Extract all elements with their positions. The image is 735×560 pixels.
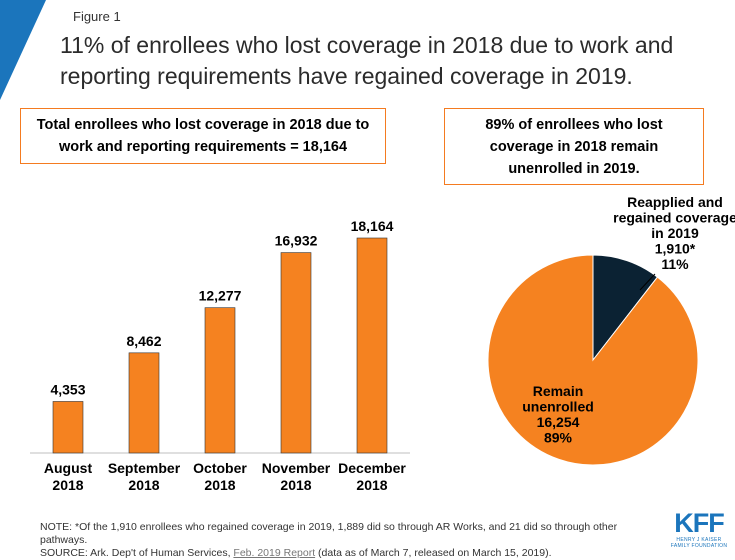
note-line: NOTE: *Of the 1,910 enrollees who regain… <box>40 521 618 546</box>
bar <box>204 307 236 454</box>
unenrolled-callout: 89% of enrollees who lost coverage in 20… <box>444 108 704 185</box>
bar-value-label: 8,462 <box>126 333 161 349</box>
bar-value-label: 4,353 <box>50 381 85 397</box>
x-tick-label: November <box>262 460 331 476</box>
bar <box>356 237 388 454</box>
source-suffix: (data as of March 7, released on March 1… <box>315 547 552 559</box>
corner-accent <box>0 0 46 100</box>
chart-title: 11% of enrollees who lost coverage in 20… <box>60 32 674 89</box>
x-tick-label: August <box>44 460 93 476</box>
logo-subtext-2: FAMILY FOUNDATION <box>670 543 728 549</box>
callout-left-line1: Total enrollees who lost coverage in 201… <box>36 117 370 133</box>
source-report-link[interactable]: Feb. 2019 Report <box>233 547 316 559</box>
figure-label: Figure 1 <box>73 9 121 24</box>
bar-value-label: 16,932 <box>275 233 318 249</box>
bar <box>52 401 84 454</box>
kff-logo: KFF HENRY J KAISER FAMILY FOUNDATION <box>668 508 730 550</box>
x-tick-label: 2018 <box>128 477 159 493</box>
source-line: SOURCE: Ark. Dep't of Human Services, Fe… <box>40 547 660 560</box>
x-tick-label: 2018 <box>52 477 83 493</box>
pie-slice <box>487 254 699 466</box>
footnote: NOTE: *Of the 1,910 enrollees who regain… <box>40 521 660 560</box>
pie-label-remain: 89% <box>544 430 573 446</box>
pie-label-regained: 11% <box>661 256 689 272</box>
x-tick-label: September <box>108 460 181 476</box>
bar-value-label: 12,277 <box>199 288 242 304</box>
x-tick-label: 2018 <box>356 477 387 493</box>
logo-subtext-1: HENRY J KAISER <box>676 537 722 543</box>
bar-value-label: 18,164 <box>351 218 394 234</box>
pie-label-remain: Remain <box>533 383 584 399</box>
pie-slice <box>592 254 659 362</box>
x-tick-label: 2018 <box>204 477 235 493</box>
pie-label-regained: regained coverage <box>613 210 735 226</box>
pie-label-regained: Reapplied and <box>627 194 723 210</box>
callout-right-line2: coverage in 2018 remain <box>489 138 659 155</box>
x-tick-label: October <box>193 460 247 476</box>
pie-label-regained: 1,910* <box>655 241 696 257</box>
x-tick-label: December <box>338 460 406 476</box>
callout-left-line2: work and reporting requirements = 18,164 <box>58 139 348 155</box>
x-tick-label: 2018 <box>280 477 311 493</box>
pie-label-remain: unenrolled <box>522 399 594 415</box>
bar-chart: 4,353August20188,462September201812,277O… <box>30 218 410 493</box>
source-prefix: SOURCE: Ark. Dep't of Human Services, <box>40 547 234 559</box>
logo-text: KFF <box>674 508 724 538</box>
callout-right-line3: unenrolled in 2019. <box>508 160 640 177</box>
pie-label-regained: in 2019 <box>651 225 699 241</box>
pie-label-remain: 16,254 <box>537 414 580 430</box>
callout-right-line1: 89% of enrollees who lost <box>485 116 663 133</box>
bar <box>280 252 312 454</box>
bar <box>128 352 160 454</box>
total-enrollees-callout: Total enrollees who lost coverage in 201… <box>20 108 386 164</box>
leader-line <box>639 273 656 291</box>
